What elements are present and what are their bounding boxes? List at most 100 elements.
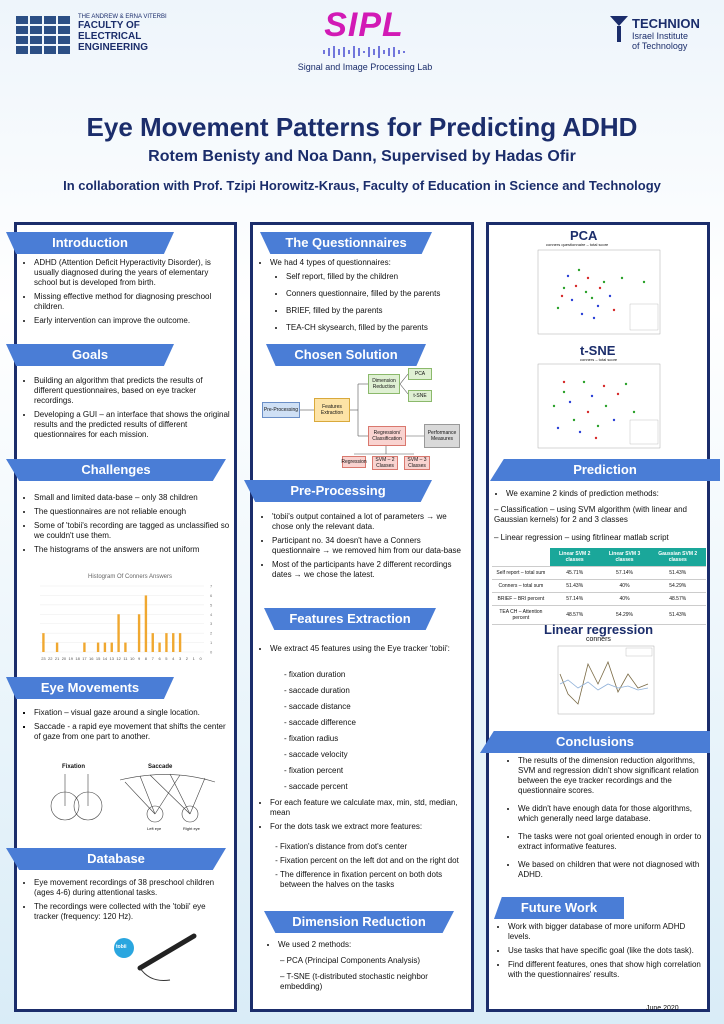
histogram-bar [42,633,45,652]
list-item: Fixation – visual gaze around a single l… [34,708,230,718]
flow-features: Features Extraction [314,398,350,422]
histogram-x-tick: 0 [199,656,202,661]
table-cell: 45.71% [549,566,600,580]
histogram-x-tick: 14 [103,656,108,661]
histogram-bar [55,642,59,652]
technion-emblem-icon [610,16,628,42]
prediction-heading: Prediction [490,459,720,481]
linreg-chart-title: conners [586,636,611,643]
tsne-scatter-plot [537,363,661,449]
database-heading: Database [6,848,226,870]
histogram-x-tick: 21 [55,656,60,661]
list-item: Eye movement recordings of 38 preschool … [34,878,230,898]
eye-diagram-icon [50,773,216,823]
challenges-list: Small and limited data-base – only 38 ch… [34,493,230,559]
list-item: The questionnaires are not reliable enou… [34,507,230,517]
sipl-logo: SIPL [314,6,414,64]
flow-svm2: SVM – 2 Classes [372,456,398,470]
list-item: Conners questionnaire, filled by the par… [286,289,466,299]
histogram-bar [117,614,120,652]
histogram-x-tick: 9 [138,656,141,661]
poster-date: June 2020 [646,1005,679,1012]
flow-tsne: t-SNE [408,390,432,402]
histogram-x-tick: 6 [158,656,161,661]
histogram-bar [83,642,86,652]
list-item: For each feature we calculate max, min, … [270,798,464,818]
pca-subtitle: conners questionnaire – total score [546,242,609,247]
technion-sub2: of Technology [632,41,688,51]
histogram-x-tick: 8 [145,656,148,661]
histogram-x-tick: 12 [116,656,121,661]
histogram-bar [172,633,175,652]
list-item: The results of the dimension reduction a… [518,756,708,796]
histogram-x-tick: 13 [110,656,115,661]
list-item: We based on children that were not diagn… [518,860,708,880]
feature-item: - saccade velocity [284,750,348,759]
list-item: We examine 2 kinds of prediction methods… [506,489,712,499]
faculty-line2: FACULTY OF [78,20,140,31]
questionnaires-intro: We had 4 types of questionnaires: [270,258,466,272]
histogram-bar [158,642,161,652]
feature-item: - fixation percent [284,766,344,775]
list-item: Small and limited data-base – only 38 ch… [34,493,230,503]
list-item: TEA-CH skysearch, filled by the parents [286,323,466,333]
flowchart-arrows [300,373,424,455]
histogram-y-tick: 2 [210,631,213,636]
lab-name: Signal and Image Processing Lab [297,62,433,72]
technion-logo [608,14,630,49]
table-cell: 40% [599,592,650,606]
dimension-intro: We used 2 methods: [278,940,464,954]
list-item: BRIEF, filled by the parents [286,306,466,316]
histogram-x-tick: 7 [152,656,155,661]
flow-preprocessing: Pre-Processing [262,402,300,418]
flowchart: Pre-Processing Features Extraction Dimen… [258,362,470,472]
histogram-y-tick: 6 [210,593,213,598]
faculty-line4: ENGINEERING [78,42,149,53]
saccade-label: Saccade [148,764,173,770]
table-row: Self report – total sum 45.71% 57.14% 51… [492,566,706,580]
table-header: Linear SVM 2 classes [549,548,600,567]
tobii-device-icon [114,933,197,981]
histogram-y-tick: 0 [210,650,213,655]
histogram-x-tick: 23 [41,656,46,661]
features-heading: Features Extraction [264,608,436,630]
faculty-logo-grid-icon [16,16,70,54]
technion-sub1: Israel Institute [632,31,689,41]
goals-heading: Goals [6,344,174,366]
list-item: For the dots task we extract more featur… [270,822,464,832]
table-header: Gaussian SVM 2 classes [649,548,706,567]
table-cell: 54.29% [649,579,706,593]
table-header [492,548,550,567]
list-item: Most of the participants have 2 differen… [272,560,464,580]
left-eye-label: Left eye [147,826,162,831]
list-item: Building an algorithm that predicts the … [34,376,230,406]
list-item: Find different features, ones that show … [508,960,708,980]
prediction-regression: – Linear regression – using fitrlinear m… [494,533,669,542]
table-cell: 48.57% [649,592,706,606]
table-cell: 51.43% [649,605,706,625]
histogram-title: Histogram Of Conners Answers [87,574,173,580]
histogram-x-tick: 10 [130,656,135,661]
prediction-intro: We examine 2 kinds of prediction methods… [506,489,712,503]
table-cell: Conners – total sum [492,579,550,593]
method-item: – T-SNE (t-distributed stochastic neighb… [280,972,428,991]
table-cell: 48.57% [549,605,600,625]
tsne-subtitle: conners – total score [580,357,618,362]
future-list: Work with bigger database of more unifor… [508,922,708,984]
preprocessing-heading: Pre-Processing [244,480,432,502]
authors: Rotem Benisty and Noa Dann, Supervised b… [148,148,576,165]
histogram-bar [151,633,154,652]
list-item: Early intervention can improve the outco… [34,316,230,326]
histogram-bar [178,633,182,652]
histogram-bar [103,642,107,652]
results-table: Linear SVM 2 classes Linear SVM 3 classe… [492,548,706,625]
histogram-x-tick: 20 [62,656,67,661]
table-cell: 51.43% [649,566,706,580]
feature-item: - saccade difference [284,718,356,727]
goals-list: Building an algorithm that predicts the … [34,376,230,444]
features-dots: Fixation's distance from dot's center Fi… [280,842,464,894]
poster-title: Eye Movement Patterns for Predicting ADH… [86,112,638,142]
list-item: Developing a GUI – an interface that sho… [34,410,230,440]
feature-item: - saccade duration [284,686,350,695]
challenges-heading: Challenges [6,459,226,481]
